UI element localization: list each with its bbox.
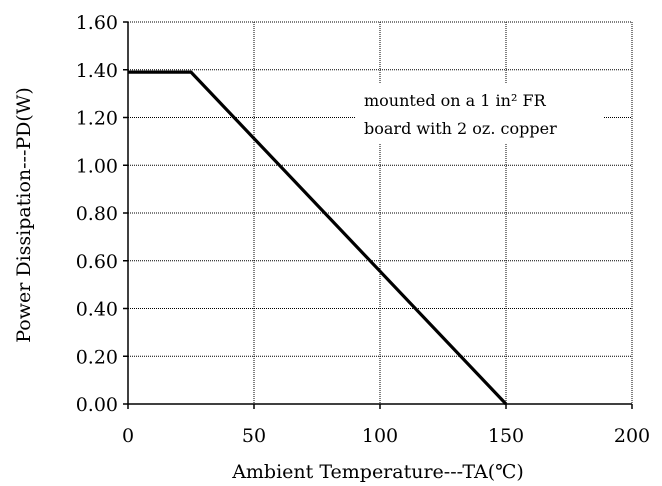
y-tick-label: 0.00 <box>76 394 118 416</box>
y-tick-label: 0.40 <box>76 299 118 321</box>
annotation-line-2: board with 2 oz. copper <box>364 119 557 138</box>
x-tick-label: 0 <box>122 425 134 447</box>
y-tick-label: 0.80 <box>76 203 118 225</box>
x-tick-label: 150 <box>488 425 524 447</box>
series <box>128 70 508 406</box>
tick-labels: 0.00 0.20 0.40 0.60 0.80 1.00 1.20 1.40 1.60 0 50 1… <box>76 12 650 447</box>
annotation-box <box>356 84 604 144</box>
derating-curve <box>128 70 508 406</box>
y-axis-title: Power Dissipation---PD(W) <box>13 87 35 342</box>
y-tick-label: 1.60 <box>76 12 118 34</box>
x-tick-label: 100 <box>362 425 398 447</box>
y-tick-label: 1.00 <box>76 155 118 177</box>
y-tick-label: 1.40 <box>76 60 118 82</box>
x-axis-title: Ambient Temperature---TA(℃) <box>231 461 524 483</box>
x-tick-label: 50 <box>242 425 266 447</box>
annotation-line-1: mounted on a 1 in² FR <box>364 91 547 110</box>
y-tick-label: 1.20 <box>76 108 118 130</box>
y-tick-label: 0.20 <box>76 346 118 368</box>
axes <box>123 21 633 409</box>
y-tick-label: 0.60 <box>76 251 118 273</box>
grid-lines <box>128 21 633 404</box>
x-tick-label: 200 <box>614 425 650 447</box>
